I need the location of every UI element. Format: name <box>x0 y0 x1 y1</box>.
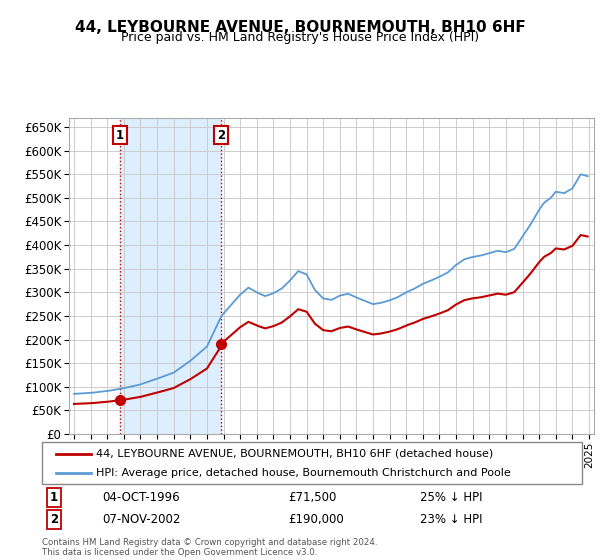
Text: 44, LEYBOURNE AVENUE, BOURNEMOUTH, BH10 6HF: 44, LEYBOURNE AVENUE, BOURNEMOUTH, BH10 … <box>74 20 526 35</box>
Text: 2: 2 <box>217 128 225 142</box>
Text: HPI: Average price, detached house, Bournemouth Christchurch and Poole: HPI: Average price, detached house, Bour… <box>96 468 511 478</box>
FancyBboxPatch shape <box>42 442 582 484</box>
Text: £71,500: £71,500 <box>288 491 337 505</box>
Text: 1: 1 <box>50 491 58 505</box>
Text: 07-NOV-2002: 07-NOV-2002 <box>102 512 181 526</box>
Text: 1: 1 <box>116 128 124 142</box>
Text: 2: 2 <box>50 512 58 526</box>
Bar <box>119 118 221 434</box>
Text: 04-OCT-1996: 04-OCT-1996 <box>102 491 179 505</box>
Text: 44, LEYBOURNE AVENUE, BOURNEMOUTH, BH10 6HF (detached house): 44, LEYBOURNE AVENUE, BOURNEMOUTH, BH10 … <box>96 449 493 459</box>
Text: 23% ↓ HPI: 23% ↓ HPI <box>420 512 482 526</box>
Text: 25% ↓ HPI: 25% ↓ HPI <box>420 491 482 505</box>
Text: Contains HM Land Registry data © Crown copyright and database right 2024.
This d: Contains HM Land Registry data © Crown c… <box>42 538 377 557</box>
Text: £190,000: £190,000 <box>288 512 344 526</box>
Text: Price paid vs. HM Land Registry's House Price Index (HPI): Price paid vs. HM Land Registry's House … <box>121 31 479 44</box>
